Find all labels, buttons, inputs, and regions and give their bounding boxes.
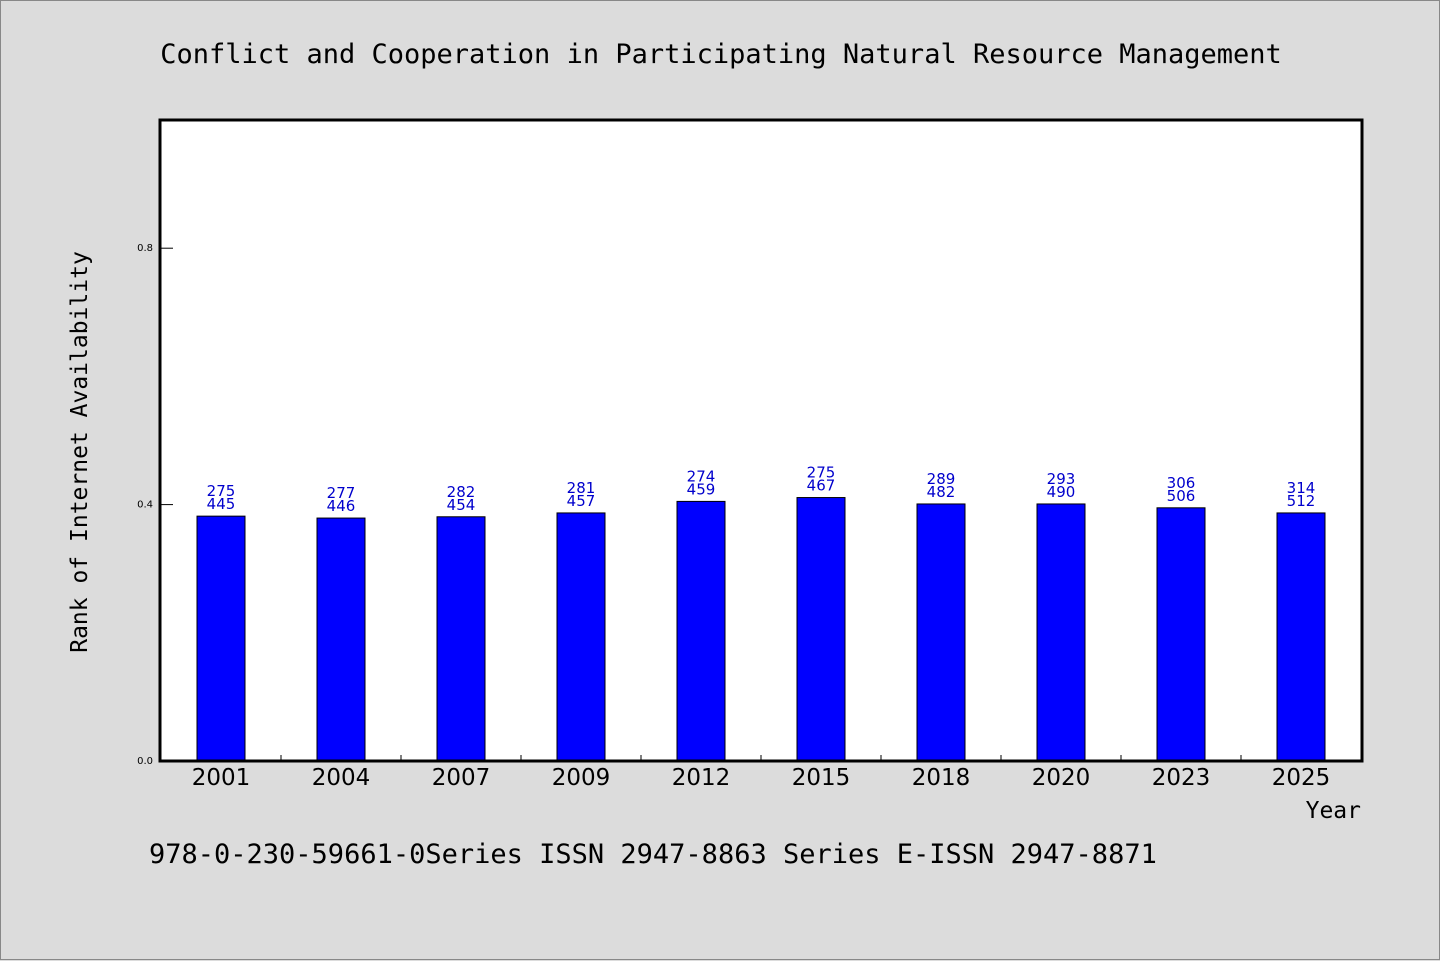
bar-2018 [916, 503, 966, 762]
data-label-bottom-2009: 457 [567, 492, 596, 510]
x-axis-label: Year [1306, 798, 1361, 824]
bar-2009 [556, 512, 606, 762]
x-tick-label-2023: 2023 [1152, 765, 1211, 791]
data-label-top-2015: 275 [807, 464, 836, 482]
bar-2020 [1036, 503, 1086, 762]
bar-2001 [196, 515, 246, 762]
bar-2012 [676, 500, 726, 762]
y-tick-label-0.0: 0.0 [137, 756, 153, 767]
x-tick-label-2025: 2025 [1272, 765, 1331, 791]
x-tick-label-2018: 2018 [912, 765, 971, 791]
x-tick-label-2009: 2009 [552, 765, 611, 791]
y-tick-label-0.4: 0.4 [137, 500, 153, 511]
bar-2004 [316, 517, 366, 762]
data-label-top-2025: 314 [1287, 479, 1316, 497]
y-tick-label-0.8: 0.8 [137, 243, 153, 254]
chart-title: Conflict and Cooperation in Participatin… [160, 39, 1282, 70]
data-label-bottom-2020: 490 [1047, 483, 1076, 501]
data-label-top-2007: 282 [447, 483, 476, 501]
data-label-bottom-2001: 445 [207, 495, 236, 513]
x-tick-label-2001: 2001 [192, 765, 251, 791]
x-tick-label-2015: 2015 [792, 765, 851, 791]
plot-border [158, 118, 1364, 763]
data-label-top-2020: 293 [1047, 470, 1076, 488]
x-tick-label-2004: 2004 [312, 765, 371, 791]
bar-2023 [1156, 507, 1206, 762]
data-label-bottom-2018: 482 [927, 483, 956, 501]
data-label-top-2001: 275 [207, 482, 236, 500]
data-label-bottom-2015: 467 [807, 477, 836, 495]
data-label-bottom-2012: 459 [687, 480, 716, 498]
data-label-top-2018: 289 [927, 470, 956, 488]
data-label-bottom-2023: 506 [1167, 487, 1196, 505]
bar-2015 [796, 497, 846, 762]
data-label-top-2023: 306 [1167, 474, 1196, 492]
bar-2007 [436, 516, 486, 762]
data-label-top-2009: 281 [567, 479, 596, 497]
x-tick-label-2007: 2007 [432, 765, 491, 791]
data-label-top-2004: 277 [327, 484, 356, 502]
x-tick-label-2012: 2012 [672, 765, 731, 791]
data-label-top-2012: 274 [687, 467, 716, 485]
bar-2025 [1276, 512, 1326, 762]
data-label-bottom-2007: 454 [447, 496, 476, 514]
x-tick-label-2020: 2020 [1032, 765, 1091, 791]
bars-layer [196, 497, 1326, 762]
y-axis-label: Rank of Internet Availability [67, 251, 93, 653]
footer-isbn-text: 978-0-230-59661-0Series ISSN 2947-8863 S… [149, 839, 1157, 870]
data-label-bottom-2025: 512 [1287, 492, 1316, 510]
x-axis-ticks: 2001 2004 2007 2009 2012 2015 2018 2020 2023 2025 [192, 755, 1331, 791]
data-label-bottom-2004: 446 [327, 497, 356, 515]
